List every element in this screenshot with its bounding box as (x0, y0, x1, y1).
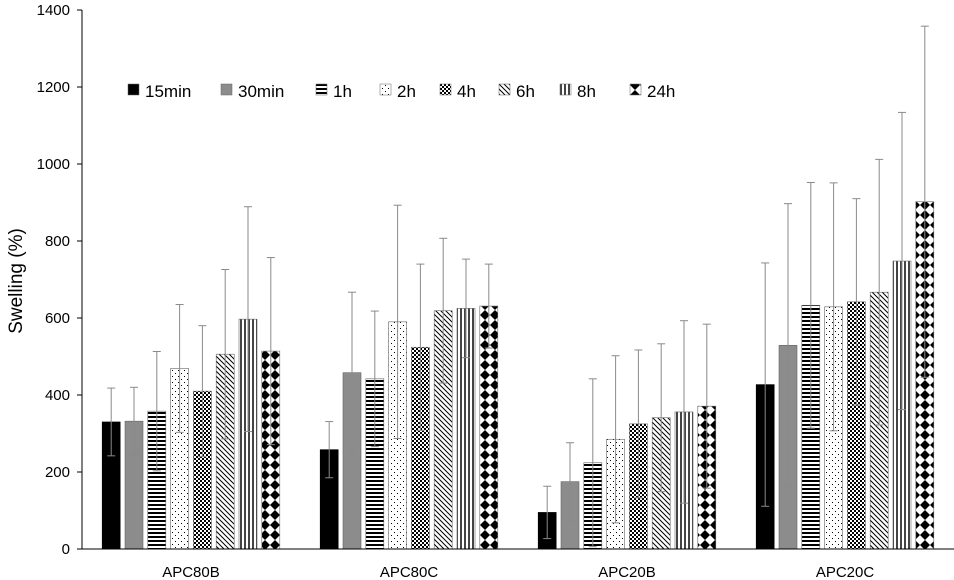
legend-swatch-8h (559, 83, 572, 96)
y-tick-label: 800 (45, 233, 70, 250)
y-tick-label: 0 (62, 541, 70, 558)
legend-swatch-15min (127, 83, 140, 96)
y-tick-label: 600 (45, 310, 70, 327)
legend-swatch-30min (220, 83, 233, 96)
category-label: APC80B (162, 564, 220, 580)
legend-swatch-1h (315, 83, 328, 96)
y-tick-label: 400 (45, 387, 70, 404)
category-label: APC80C (380, 564, 439, 580)
legend-label-2h: 2h (397, 82, 416, 101)
y-tick-label: 1400 (37, 2, 70, 19)
legend-label-4h: 4h (457, 82, 476, 101)
legend-swatch-24h (629, 83, 642, 96)
y-tick-label: 200 (45, 464, 70, 481)
legend-label-8h: 8h (577, 82, 596, 101)
category-label: APC20B (598, 564, 656, 580)
legend-label-24h: 24h (647, 82, 675, 101)
legend-label-1h: 1h (333, 82, 352, 101)
y-tick-label: 1000 (37, 156, 70, 173)
y-tick-label: 1200 (37, 79, 70, 96)
legend-label-15min: 15min (145, 82, 191, 101)
category-label: APC20C (816, 564, 875, 580)
legend-label-30min: 30min (238, 82, 284, 101)
legend-swatch-6h (498, 83, 511, 96)
legend-swatch-4h (439, 83, 452, 96)
legend-swatch-2h (379, 83, 392, 96)
legend-label-6h: 6h (516, 82, 535, 101)
y-axis-title: Swelling (%) (6, 228, 27, 334)
